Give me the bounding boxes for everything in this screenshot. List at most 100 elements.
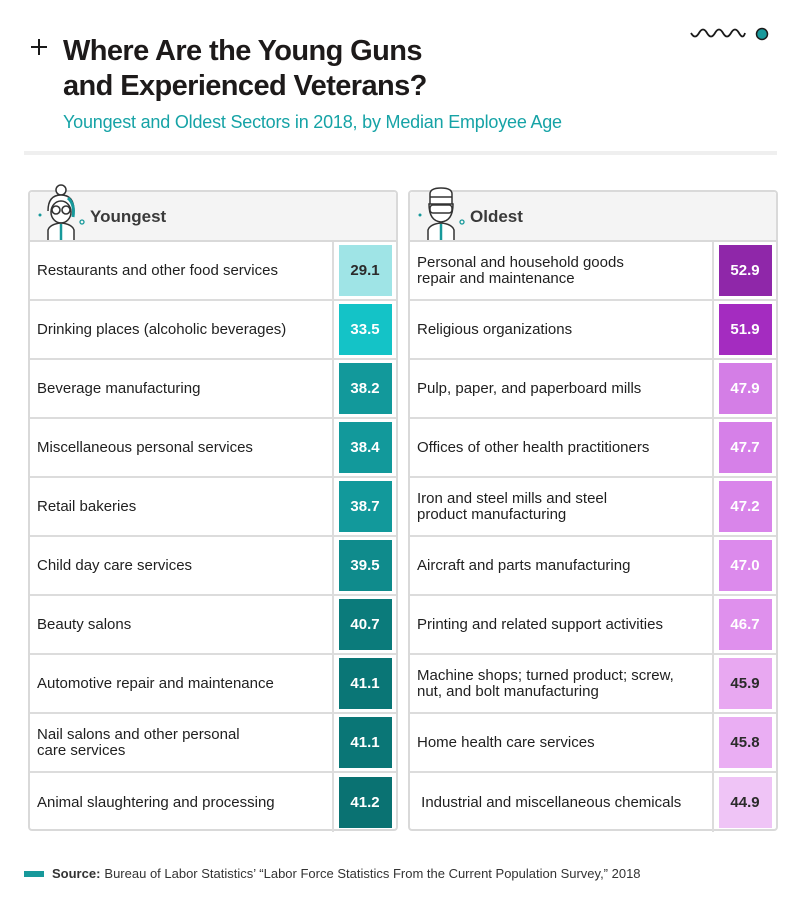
oldest-rows: Personal and household goods repair and m… [410,242,776,832]
sector-name-line: Iron and steel mills and steel [417,489,608,507]
table-row: Beauty salons 40.7 [30,596,396,655]
value-cell: 41.2 [334,773,396,832]
median-age-value: 45.8 [718,717,772,768]
table-row: Personal and household goods repair and m… [410,242,776,301]
sector-name-line: Animal slaughtering and processing [37,793,275,811]
sector-name: Printing and related support activities [410,596,714,653]
sector-name-line: Nail salons and other personal [37,725,240,743]
sector-name: Iron and steel mills and steel product ma… [410,478,714,535]
table-row: Aircraft and parts manufacturing 47.0 [410,537,776,596]
sector-name-line: Automotive repair and maintenance [37,674,274,692]
sector-name-line: Religious organizations [417,320,573,338]
median-age-value: 51.9 [718,304,772,355]
value-cell: 47.2 [714,478,776,535]
table-row: Iron and steel mills and steel product ma… [410,478,776,537]
sector-name: Animal slaughtering and processing [30,773,334,832]
sector-name-text: Home health care services [417,733,595,751]
sector-name: Beverage manufacturing [30,360,334,417]
value-cell: 41.1 [334,655,396,712]
value-cell: 38.2 [334,360,396,417]
median-age-value: 44.9 [718,777,772,828]
youngest-rows: Restaurants and other food services 29.1 D… [30,242,396,832]
median-age-value: 47.2 [718,481,772,532]
sector-name-line: Machine shops; turned product; screw, [417,666,674,684]
sector-name-line: Aircraft and parts manufacturing [417,556,631,574]
oldest-panel: Oldest Personal and household goods repai… [408,187,778,832]
median-age-value: 38.7 [338,481,392,532]
sector-name-line: Home health care services [417,733,595,751]
table-row: Nail salons and other personal care servi… [30,714,396,773]
table-row: Automotive repair and maintenance 41.1 [30,655,396,714]
oldest-panel-header: Oldest [410,187,776,242]
value-cell: 29.1 [334,242,396,299]
sector-name-text: Nail salons and other personal care servi… [37,725,240,759]
source-swatch [24,870,44,877]
sector-name-text: Retail bakeries [37,497,137,515]
older-man-avatar-icon [418,187,465,240]
sector-name-line: Retail bakeries [37,497,137,515]
page-subtitle: Youngest and Oldest Sectors in 2018, by … [63,112,562,132]
sector-name-text: Pulp, paper, and paperboard mills [417,380,641,397]
value-cell: 47.7 [714,419,776,476]
value-cell: 38.4 [334,419,396,476]
median-age-value: 47.0 [718,540,772,591]
table-row: Drinking places (alcoholic beverages) 33.… [30,301,396,360]
table-row: Retail bakeries 38.7 [30,478,396,537]
table-row: Pulp, paper, and paperboard mills 47.9 [410,360,776,419]
sector-name-text: Iron and steel mills and steel product ma… [417,489,608,523]
value-cell: 45.8 [714,714,776,771]
median-age-value: 38.4 [338,422,392,473]
value-cell: 39.5 [334,537,396,594]
table-row: Miscellaneous personal services 38.4 [30,419,396,478]
table-row: Restaurants and other food services 29.1 [30,242,396,301]
plus-icon [30,38,48,56]
table-row: Religious organizations 51.9 [410,301,776,360]
sector-name-text: Drinking places (alcoholic beverages) [37,321,286,338]
median-age-value: 47.9 [718,363,772,414]
sector-name-text: Beverage manufacturing [37,379,201,397]
sector-name: Pulp, paper, and paperboard mills [410,360,714,417]
median-age-value: 29.1 [338,245,392,296]
title-line-2: and Experienced Veterans? [63,70,427,102]
value-cell: 44.9 [714,773,776,832]
sector-name-line: Child day care services [37,556,193,574]
sector-name: Machine shops; turned product; screw, nut… [410,655,714,712]
median-age-value: 39.5 [338,540,392,591]
sector-name-text: Offices of other health practitioners [417,439,649,456]
young-woman-avatar-icon [38,184,85,240]
table-row: Home health care services 45.8 [410,714,776,773]
sector-name-text: Child day care services [37,556,193,574]
sector-name-line: Miscellaneous personal services [37,438,253,456]
sector-name-line: care services [37,741,126,759]
sector-name: Industrial and miscellaneous chemicals [410,773,714,832]
table-row: Child day care services 39.5 [30,537,396,596]
sector-name-text: Personal and household goods repair and m… [417,253,624,287]
title-line-1: Where Are the Young Guns [63,35,422,67]
table-row: Animal slaughtering and processing 41.2 [30,773,396,832]
median-age-value: 45.9 [718,658,772,709]
sector-name: Drinking places (alcoholic beverages) [30,301,334,358]
sector-name-text: Aircraft and parts manufacturing [417,556,631,574]
value-cell: 51.9 [714,301,776,358]
youngest-panel-title: Youngest [90,207,167,226]
source-note: Source: Bureau of Labor Statistics’ “Lab… [24,866,641,881]
sector-name-line: Beverage manufacturing [37,379,201,397]
sector-name: Retail bakeries [30,478,334,535]
sector-name-text: Industrial and miscellaneous chemicals [417,794,681,811]
sector-name: Nail salons and other personal care servi… [30,714,334,771]
sector-name-line: Personal and household goods [417,253,624,271]
median-age-value: 38.2 [338,363,392,414]
median-age-value: 46.7 [718,599,772,650]
source-text: Bureau of Labor Statistics’ “Labor Force… [104,866,641,881]
table-row: Printing and related support activities 4… [410,596,776,655]
median-age-value: 41.1 [338,717,392,768]
sector-name: Religious organizations [410,301,714,358]
median-age-value: 33.5 [338,304,392,355]
squiggle-dot-icon [690,27,769,41]
sector-name-line: Beauty salons [37,615,132,633]
value-cell: 41.1 [334,714,396,771]
source-label: Source: [52,866,101,881]
sector-name: Child day care services [30,537,334,594]
value-cell: 47.0 [714,537,776,594]
median-age-value: 41.2 [338,777,392,828]
